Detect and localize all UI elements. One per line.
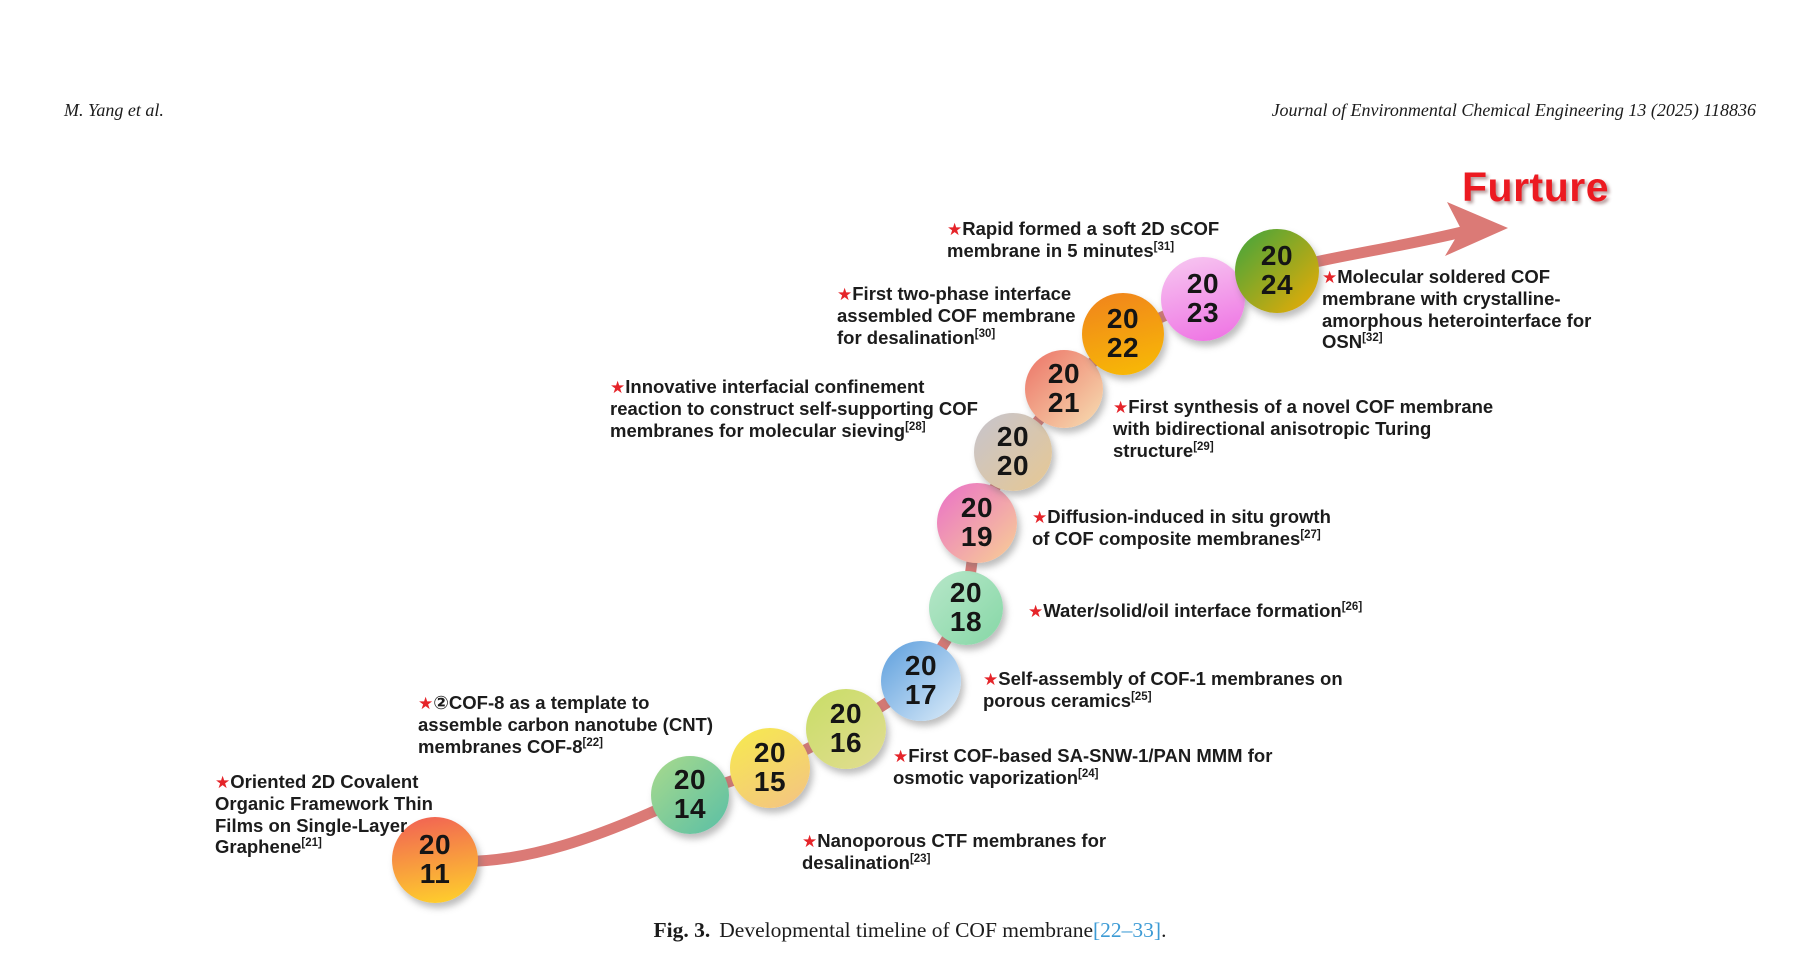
- citation-ref: [27]: [1300, 528, 1321, 541]
- star-icon: ★: [1113, 398, 1129, 417]
- annotation-text: Innovative interfacial confinement react…: [610, 376, 978, 441]
- figure-caption: Fig. 3. Developmental timeline of COF mem…: [0, 918, 1820, 943]
- year-label: 20: [829, 698, 863, 730]
- timeline-node-2014: 20 14: [651, 756, 729, 834]
- star-icon: ★: [983, 670, 999, 689]
- timeline-node-2024: 20 24: [1235, 229, 1319, 313]
- timeline-node-2017: 20 17: [881, 641, 961, 721]
- timeline-node-2018: 20 18: [929, 571, 1003, 645]
- year-label: 21: [1047, 387, 1081, 418]
- year-label: 20: [753, 737, 787, 769]
- annotation-2014b: ★Nanoporous CTF membranes for desalinati…: [802, 830, 1106, 874]
- annotation-text: First two-phase interface assembled COF …: [837, 283, 1076, 348]
- year-label: 23: [1186, 297, 1220, 328]
- star-icon: ★: [893, 747, 909, 766]
- year-label: 20: [1186, 268, 1220, 300]
- future-label: Furture: [1462, 164, 1609, 210]
- timeline-node-2019: 20 19: [937, 483, 1017, 563]
- star-icon: ★: [610, 378, 626, 397]
- timeline-node-2023: 20 23: [1161, 257, 1245, 341]
- caption-period: .: [1161, 918, 1167, 942]
- timeline-node-2016: 20 16: [806, 689, 886, 769]
- annotation-text: Oriented 2D Covalent Organic Framework T…: [215, 771, 433, 858]
- year-label: 20: [1106, 303, 1140, 335]
- citation-ref: [31]: [1153, 240, 1175, 253]
- year-label: 14: [673, 793, 707, 824]
- year-label: 17: [904, 679, 938, 710]
- annotation-2024: ★Molecular soldered COF membrane with cr…: [1322, 266, 1591, 353]
- annotation-text: Water/solid/oil interface formation: [1043, 600, 1342, 621]
- annotation-2016: ★First COF-based SA-SNW-1/PAN MMM for os…: [893, 745, 1272, 789]
- year-label: 16: [829, 727, 863, 758]
- timeline-connector-path: [429, 226, 1468, 868]
- year-label: 20: [673, 764, 707, 796]
- citation-ref: [24]: [1078, 767, 1099, 780]
- citation-ref: [28]: [905, 420, 926, 433]
- star-icon: ★: [1032, 508, 1048, 527]
- citation-ref: [25]: [1131, 690, 1152, 703]
- citation-ref: [22]: [582, 736, 603, 749]
- citation-ref: [21]: [301, 837, 322, 849]
- annotation-2022: ★First two-phase interface assembled COF…: [837, 283, 1076, 348]
- annotation-2011: ★Oriented 2D Covalent Organic Framework …: [215, 771, 433, 858]
- star-icon: ★: [418, 694, 434, 713]
- year-label: 15: [753, 766, 787, 797]
- timeline-node-2015: 20 15: [730, 728, 810, 808]
- annotation-text: First COF-based SA-SNW-1/PAN MMM for osm…: [893, 745, 1273, 788]
- timeline-node-2022: 20 22: [1082, 293, 1164, 375]
- annotation-2017: ★Self-assembly of COF-1 membranes on por…: [983, 668, 1343, 712]
- citation-ref: [29]: [1193, 440, 1214, 453]
- arrowhead-icon: [1445, 202, 1508, 256]
- annotation-2019: ★Diffusion-induced in situ growth of COF…: [1032, 506, 1331, 550]
- star-icon: ★: [802, 832, 818, 851]
- annotation-2020: ★Innovative interfacial confinement reac…: [610, 376, 978, 441]
- annotation-2023: ★Rapid formed a soft 2D sCOF membrane in…: [947, 218, 1219, 262]
- year-label: 22: [1106, 332, 1140, 363]
- star-icon: ★: [837, 285, 853, 304]
- caption-text: Developmental timeline of COF membrane: [719, 918, 1094, 942]
- citation-ref: [32]: [1362, 332, 1383, 344]
- timeline-node-2011: 20 11: [392, 817, 478, 903]
- star-icon: ★: [1322, 268, 1338, 287]
- citation-ref: [23]: [909, 852, 931, 865]
- year-label: 20: [418, 829, 452, 861]
- citation-ref: [26]: [1341, 600, 1363, 613]
- page-header-authors: M. Yang et al.: [64, 100, 164, 120]
- timeline-node-2021: 20 21: [1025, 350, 1103, 428]
- citation-ref: [30]: [974, 327, 996, 340]
- annotation-2014: ★②COF-8 as a template to assemble carbon…: [418, 692, 713, 757]
- figure-number: Fig. 3.: [653, 918, 711, 942]
- year-label: 20: [949, 577, 983, 609]
- annotation-text: Self-assembly of COF-1 membranes on poro…: [983, 668, 1343, 711]
- star-icon: ★: [215, 773, 231, 792]
- star-icon: ★: [947, 220, 963, 239]
- year-label: 20: [960, 492, 994, 524]
- year-label: 20: [996, 421, 1030, 453]
- year-label: 20: [1260, 240, 1294, 272]
- year-label: 20: [904, 650, 938, 682]
- year-label: 20: [1047, 358, 1081, 390]
- annotation-text: Rapid formed a soft 2D sCOF membrane in …: [947, 218, 1220, 261]
- year-label: 11: [419, 858, 451, 889]
- annotation-2018: ★Water/solid/oil interface formation[26]: [1028, 600, 1362, 622]
- page-header-journal: Journal of Environmental Chemical Engine…: [1271, 100, 1756, 120]
- year-label: 24: [1260, 269, 1294, 300]
- annotation-text: Diffusion-induced in situ growth of COF …: [1032, 506, 1331, 549]
- caption-citation-link[interactable]: [22–33]: [1093, 918, 1162, 942]
- timeline-node-2020: 20 20: [974, 413, 1052, 491]
- star-icon: ★: [1028, 602, 1044, 621]
- annotation-text: First synthesis of a novel COF membrane …: [1113, 396, 1494, 461]
- annotation-text: Nanoporous CTF membranes for desalinatio…: [802, 830, 1107, 873]
- annotation-2020b: ★First synthesis of a novel COF membrane…: [1113, 396, 1493, 461]
- year-label: 20: [996, 450, 1030, 481]
- year-label: 18: [949, 606, 983, 637]
- annotation-text: Molecular soldered COF membrane with cry…: [1322, 266, 1592, 353]
- annotation-text: ②COF-8 as a template to assemble carbon …: [418, 692, 714, 757]
- year-label: 19: [960, 521, 994, 552]
